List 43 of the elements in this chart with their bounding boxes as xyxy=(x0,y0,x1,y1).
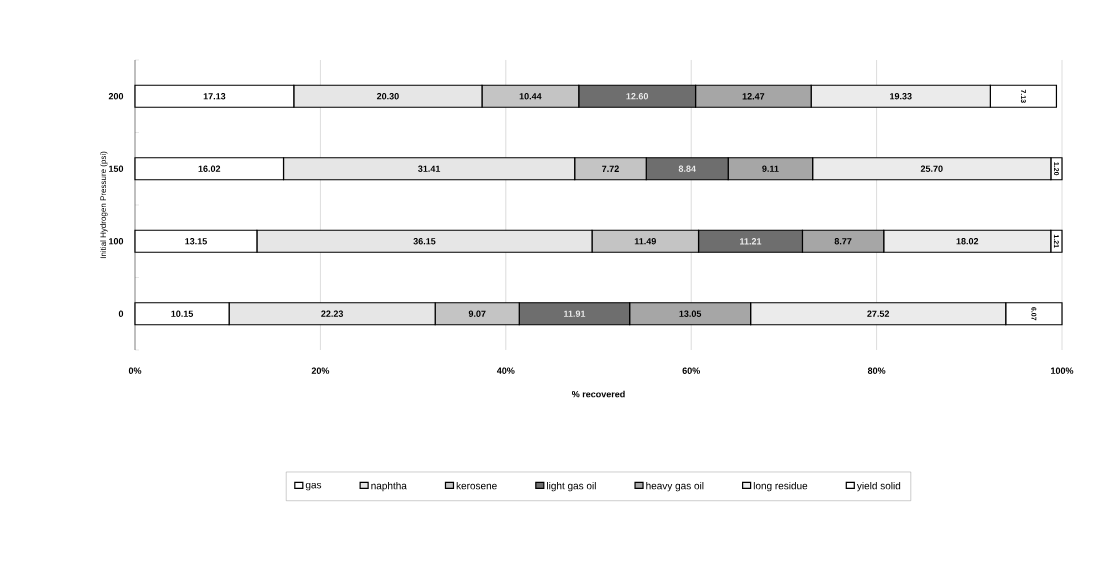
x-tick-label: 100% xyxy=(1051,367,1074,374)
x-tick-label: 40% xyxy=(496,367,515,374)
data-label: 11.21 xyxy=(740,238,762,245)
y-axis-title: Initial Hydrogen Pressure (psi) xyxy=(100,151,108,259)
legend-label: heavy gas oil xyxy=(646,481,704,492)
data-label: 13.05 xyxy=(679,310,702,317)
data-label: 7.72 xyxy=(602,165,619,172)
data-label: 8.84 xyxy=(678,165,696,172)
data-label: 13.15 xyxy=(185,238,207,245)
data-label: 20.30 xyxy=(376,93,399,100)
y-tick-label: 150 xyxy=(109,165,124,172)
data-label: 25.70 xyxy=(920,165,943,172)
x-tick-label: 20% xyxy=(311,367,330,374)
x-tick-label: 60% xyxy=(682,367,700,374)
data-label: 11.49 xyxy=(634,238,656,245)
data-label: 17.13 xyxy=(203,93,226,100)
legend-label: gas xyxy=(305,482,322,491)
y-tick-label: 100 xyxy=(109,238,124,245)
x-tick-label: 80% xyxy=(867,367,886,374)
data-label: 18.02 xyxy=(956,238,979,245)
y-tick-label: 200 xyxy=(108,93,124,100)
x-axis-title: % recovered xyxy=(571,390,625,398)
data-label: 10.15 xyxy=(171,310,194,317)
legend-label: yield solid xyxy=(856,481,901,492)
data-label: 11.91 xyxy=(564,310,586,317)
data-label: 27.52 xyxy=(867,310,890,317)
legend-label: long residue xyxy=(753,481,808,492)
data-label: 19.33 xyxy=(890,93,912,100)
data-label: 36.15 xyxy=(413,238,436,245)
data-label: 31.41 xyxy=(418,165,441,172)
data-label: 22.23 xyxy=(321,310,344,317)
data-label: 10.44 xyxy=(519,93,542,100)
legend-label: kerosene xyxy=(456,481,497,490)
legend-label: naphtha xyxy=(371,481,407,492)
data-label: 12.60 xyxy=(626,93,649,100)
data-label: 9.07 xyxy=(468,310,486,317)
data-label: 9.11 xyxy=(762,165,779,172)
data-label: 16.02 xyxy=(198,165,221,172)
legend-label: light gas oil xyxy=(547,481,596,492)
x-tick-label: 0% xyxy=(128,367,142,374)
y-tick-label: 0 xyxy=(118,310,124,317)
data-label: 12.47 xyxy=(742,93,765,100)
data-label: 8.77 xyxy=(834,238,852,245)
